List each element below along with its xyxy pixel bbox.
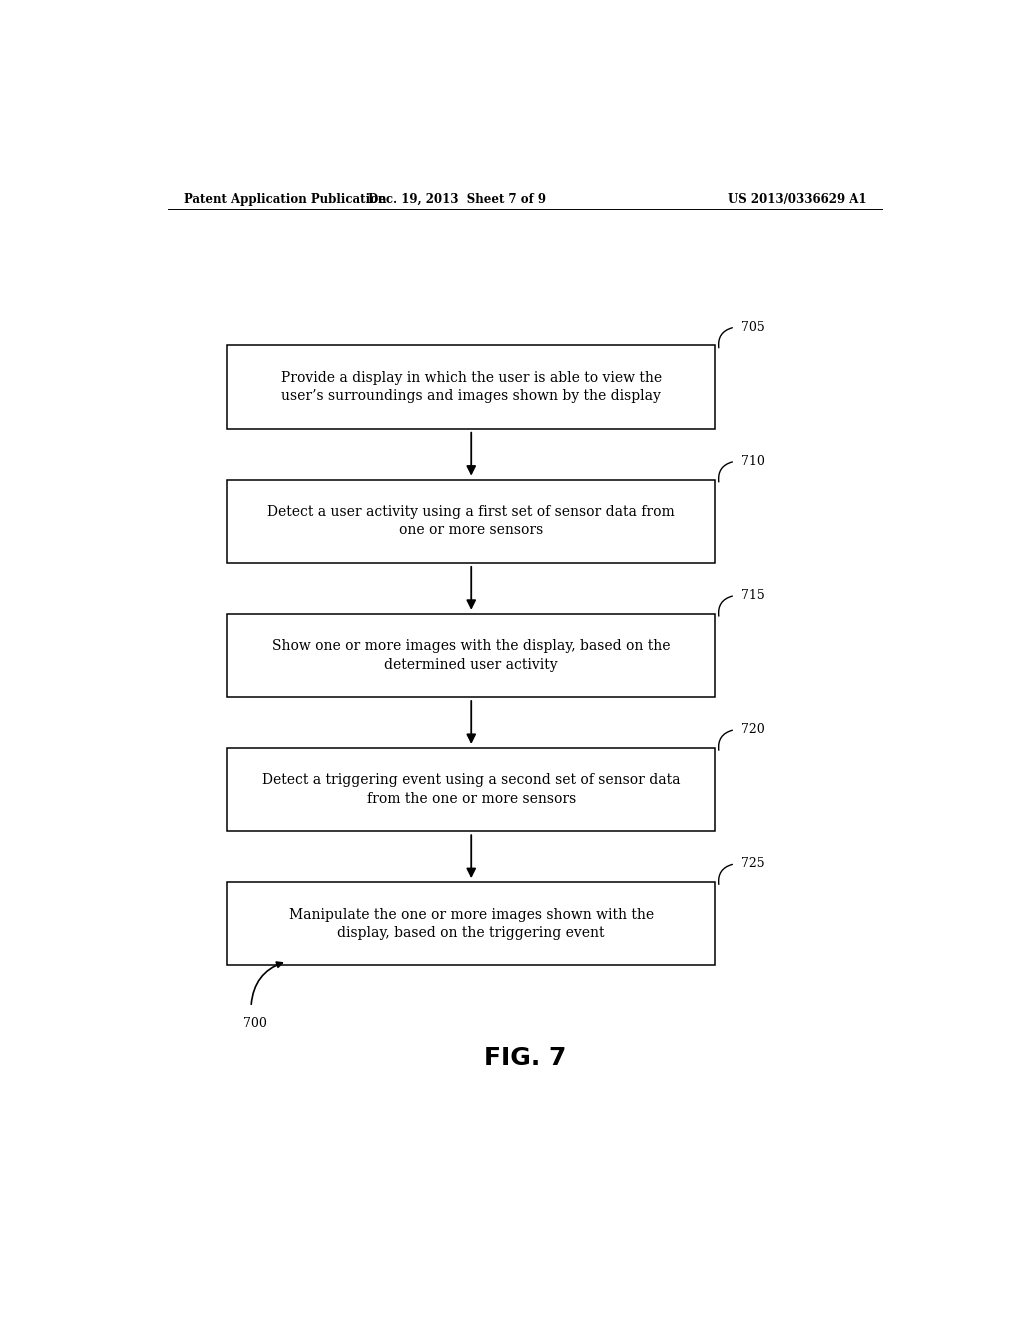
Text: Manipulate the one or more images shown with the
display, based on the triggerin: Manipulate the one or more images shown … — [289, 908, 653, 940]
Text: 700: 700 — [243, 1018, 267, 1030]
Text: 725: 725 — [741, 857, 765, 870]
Text: Patent Application Publication: Patent Application Publication — [183, 193, 386, 206]
Text: FIG. 7: FIG. 7 — [483, 1045, 566, 1071]
FancyBboxPatch shape — [227, 748, 715, 832]
FancyBboxPatch shape — [227, 346, 715, 429]
FancyBboxPatch shape — [227, 882, 715, 965]
Text: 710: 710 — [741, 455, 765, 467]
Text: Show one or more images with the display, based on the
determined user activity: Show one or more images with the display… — [272, 639, 671, 672]
FancyBboxPatch shape — [227, 479, 715, 562]
Text: 720: 720 — [741, 723, 765, 737]
Text: Dec. 19, 2013  Sheet 7 of 9: Dec. 19, 2013 Sheet 7 of 9 — [369, 193, 547, 206]
Text: Provide a display in which the user is able to view the
user’s surroundings and : Provide a display in which the user is a… — [281, 371, 662, 404]
FancyBboxPatch shape — [227, 614, 715, 697]
Text: Detect a user activity using a first set of sensor data from
one or more sensors: Detect a user activity using a first set… — [267, 506, 675, 537]
Text: 715: 715 — [741, 589, 765, 602]
Text: US 2013/0336629 A1: US 2013/0336629 A1 — [727, 193, 866, 206]
Text: 705: 705 — [741, 321, 765, 334]
Text: Detect a triggering event using a second set of sensor data
from the one or more: Detect a triggering event using a second… — [262, 774, 681, 805]
